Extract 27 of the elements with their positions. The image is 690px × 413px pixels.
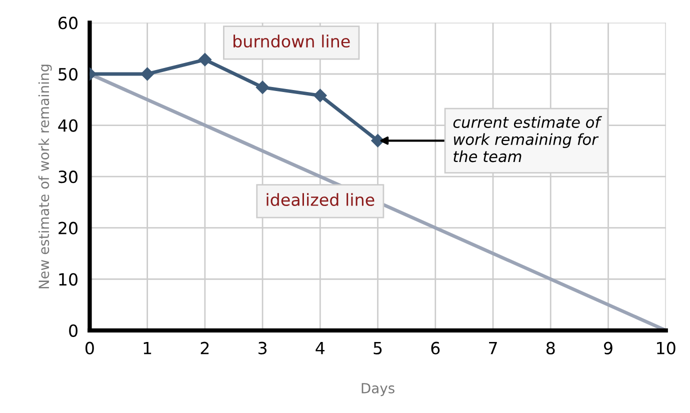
annotation: current estimate of work remaining for the team (453, 116, 602, 162)
x-tick-label: 3 (258, 342, 267, 354)
x-tick-label: 1 (144, 342, 152, 354)
x-tick-label: 9 (604, 342, 612, 354)
x-tick-label: 7 (489, 342, 497, 354)
x-tick-label: 0 (85, 342, 94, 354)
x-axis-title: Days (362, 383, 394, 396)
y-tick-label: 0 (69, 324, 78, 337)
x-tick-label: 4 (316, 342, 325, 354)
point (140, 67, 154, 81)
x-tick-label: 6 (431, 342, 440, 354)
point (198, 53, 212, 66)
y-tick-label: 10 (59, 273, 78, 286)
point (256, 80, 270, 94)
y-tick-label: 50 (58, 68, 78, 81)
x-tick-label: 8 (546, 342, 555, 354)
point (314, 88, 327, 102)
y-tick-label: 30 (58, 170, 78, 184)
x-tick-label: 10 (657, 342, 676, 354)
y-tick-label: 20 (58, 222, 78, 234)
series-label: idealized line (266, 193, 374, 206)
y-axis-title: New estimate of work remaining (38, 64, 52, 288)
x-tick-label: 2 (200, 342, 209, 354)
y-tick-label: 40 (58, 119, 78, 132)
y-tick-label: 60 (58, 16, 78, 30)
x-tick-label: 5 (374, 342, 382, 354)
series-label: burndown line (234, 34, 350, 48)
